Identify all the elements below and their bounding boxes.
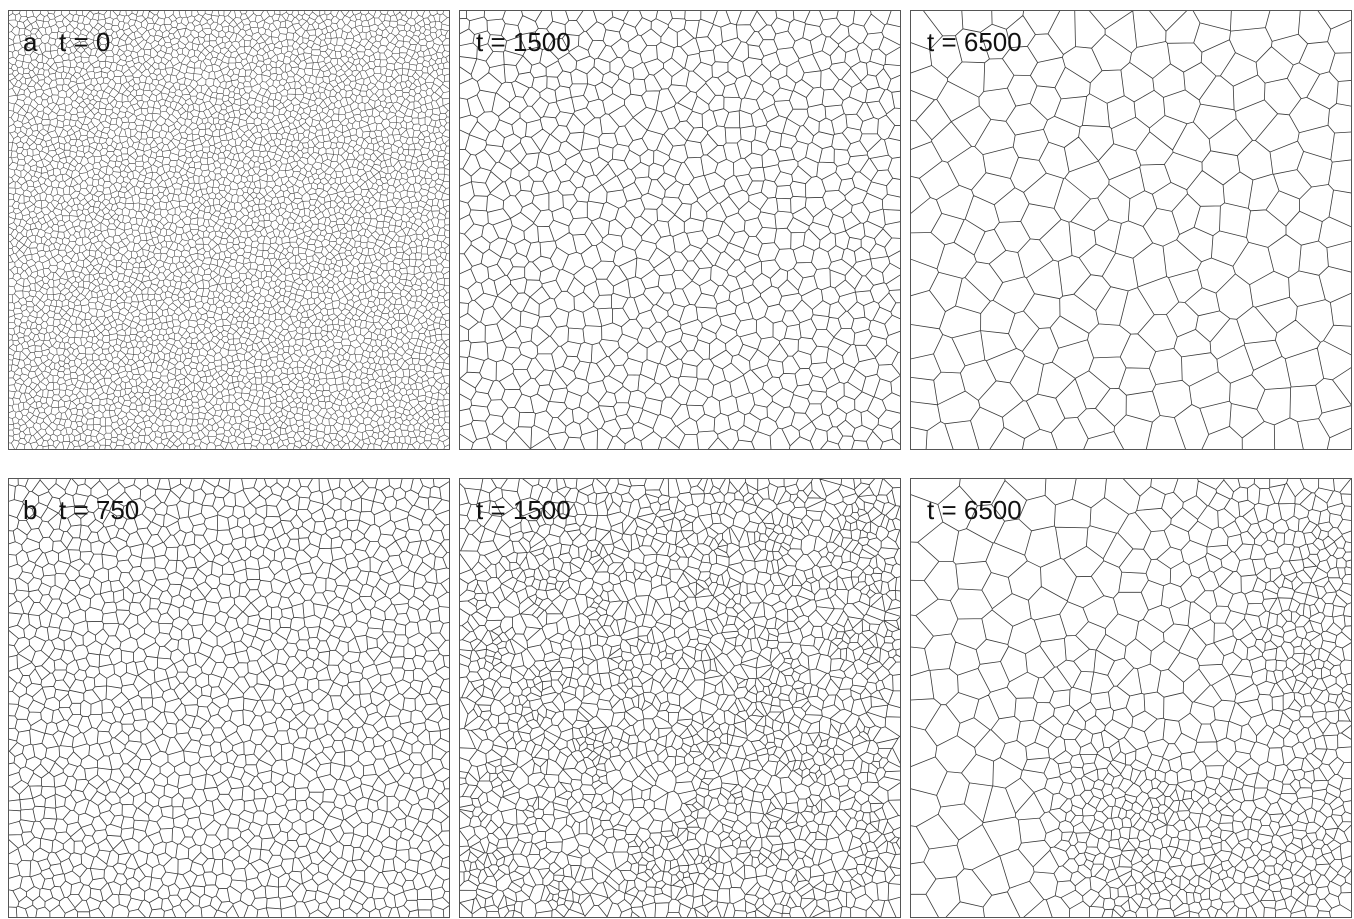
grain-network: [9, 479, 449, 917]
panel-a-t6500: t = 6500: [910, 10, 1352, 450]
panel-a-t0: a t = 0: [8, 10, 450, 450]
grain-boundaries: [9, 11, 449, 449]
grain-network: [911, 11, 1351, 449]
panel-b-t1500: t = 1500: [459, 478, 901, 918]
grain-boundaries: [9, 479, 449, 917]
grain-network: [9, 11, 449, 449]
grain-boundaries: [460, 11, 900, 449]
grain-network: [460, 479, 900, 917]
panel-a-t1500: t = 1500: [459, 10, 901, 450]
panel-b-t6500: t = 6500: [910, 478, 1352, 918]
grain-boundaries: [911, 479, 1351, 917]
panel-b-t750: b t = 750: [8, 478, 450, 918]
grain-boundaries: [911, 11, 1351, 449]
grain-boundaries: [460, 479, 900, 917]
grain-network: [460, 11, 900, 449]
grain-network: [911, 479, 1351, 917]
